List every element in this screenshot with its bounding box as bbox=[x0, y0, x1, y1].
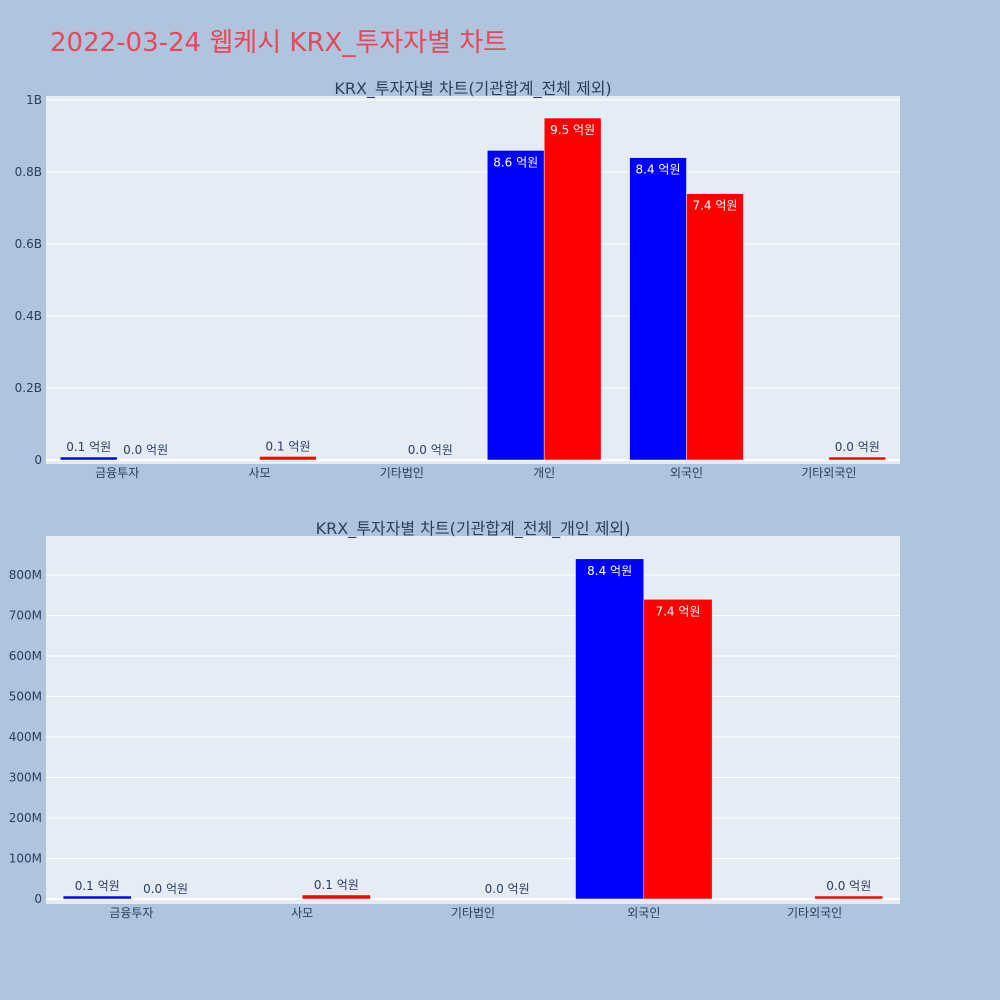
bar-data-label: 9.5 억원 bbox=[550, 123, 595, 137]
page-title: 2022-03-24 웹케시 KRX_투자자별 차트 bbox=[50, 28, 508, 58]
bar-data-label: 0.0 억원 bbox=[835, 440, 880, 454]
x-tick-label: 외국인 bbox=[627, 906, 660, 920]
y-tick-label: 500M bbox=[9, 690, 42, 704]
bar-data-label: 8.4 억원 bbox=[636, 163, 681, 177]
x-tick-label: 기타법인 bbox=[380, 466, 424, 480]
y-tick-label: 0 bbox=[34, 892, 42, 906]
bar-data-label: 7.4 억원 bbox=[692, 199, 737, 213]
x-tick-label: 기타법인 bbox=[451, 906, 495, 920]
x-tick-label: 기타외국인 bbox=[801, 466, 856, 480]
y-tick-label: 0.6B bbox=[15, 237, 42, 251]
bar-data-label: 0.1 억원 bbox=[75, 879, 120, 893]
bar bbox=[828, 456, 887, 461]
x-tick-label: 금융투자 bbox=[109, 906, 153, 920]
bar bbox=[62, 895, 132, 900]
chart-top: KRX_투자자별 차트(기관합계_전체 제외) 0 0.2B 0.4B 0.6B 0.8… bbox=[15, 79, 900, 480]
x-tick-label: 금융투자 bbox=[95, 466, 139, 480]
bar bbox=[686, 193, 744, 461]
y-tick-label: 0.2B bbox=[15, 381, 42, 395]
chart-top-title: KRX_투자자별 차트(기관합계_전체 제외) bbox=[334, 79, 611, 99]
x-tick-label: 사모 bbox=[291, 906, 313, 920]
bar bbox=[543, 117, 602, 461]
chart-bottom: KRX_투자자별 차트(기관합계_전체_개인 제외) 0 100M 200M 300M… bbox=[9, 519, 900, 920]
bar bbox=[814, 895, 884, 900]
bar-data-label: 0.1 억원 bbox=[265, 439, 310, 453]
x-tick-label: 기타외국인 bbox=[787, 906, 842, 920]
x-tick-label: 개인 bbox=[533, 466, 555, 480]
bar-data-label: 0.0 억원 bbox=[123, 443, 168, 457]
bar bbox=[59, 456, 118, 461]
y-tick-label: 0 bbox=[34, 453, 42, 467]
bar-data-label: 0.1 억원 bbox=[66, 440, 111, 454]
y-tick-label: 800M bbox=[9, 568, 42, 582]
plot-area bbox=[46, 536, 900, 904]
y-tick-label: 100M bbox=[9, 852, 42, 866]
x-tick-label: 외국인 bbox=[670, 466, 703, 480]
bar-data-label: 0.0 억원 bbox=[143, 882, 188, 896]
y-tick-label: 0.4B bbox=[15, 309, 42, 323]
y-tick-label: 300M bbox=[9, 771, 42, 785]
bar-data-label: 7.4 억원 bbox=[655, 604, 700, 618]
bar bbox=[575, 558, 645, 900]
bar-data-label: 0.0 억원 bbox=[408, 443, 453, 457]
y-tick-label: 200M bbox=[9, 811, 42, 825]
bar bbox=[301, 894, 371, 900]
y-tick-label: 1B bbox=[26, 93, 42, 107]
y-tick-label: 600M bbox=[9, 649, 42, 663]
bar bbox=[259, 456, 317, 461]
bar bbox=[486, 150, 545, 461]
x-tick-label: 사모 bbox=[248, 466, 270, 480]
plot-area bbox=[46, 96, 900, 464]
bar-data-label: 8.6 억원 bbox=[493, 155, 538, 169]
bar bbox=[643, 599, 713, 900]
y-tick-label: 400M bbox=[9, 730, 42, 744]
bar-data-label: 0.1 억원 bbox=[314, 878, 359, 892]
bar bbox=[629, 157, 687, 461]
y-tick-label: 700M bbox=[9, 609, 42, 623]
bar-data-label: 0.0 억원 bbox=[826, 879, 871, 893]
y-tick-label: 0.8B bbox=[15, 165, 42, 179]
bar-data-label: 8.4 억원 bbox=[587, 564, 632, 578]
chart-bottom-title: KRX_투자자별 차트(기관합계_전체_개인 제외) bbox=[316, 519, 631, 539]
bar-data-label: 0.0 억원 bbox=[485, 882, 530, 896]
